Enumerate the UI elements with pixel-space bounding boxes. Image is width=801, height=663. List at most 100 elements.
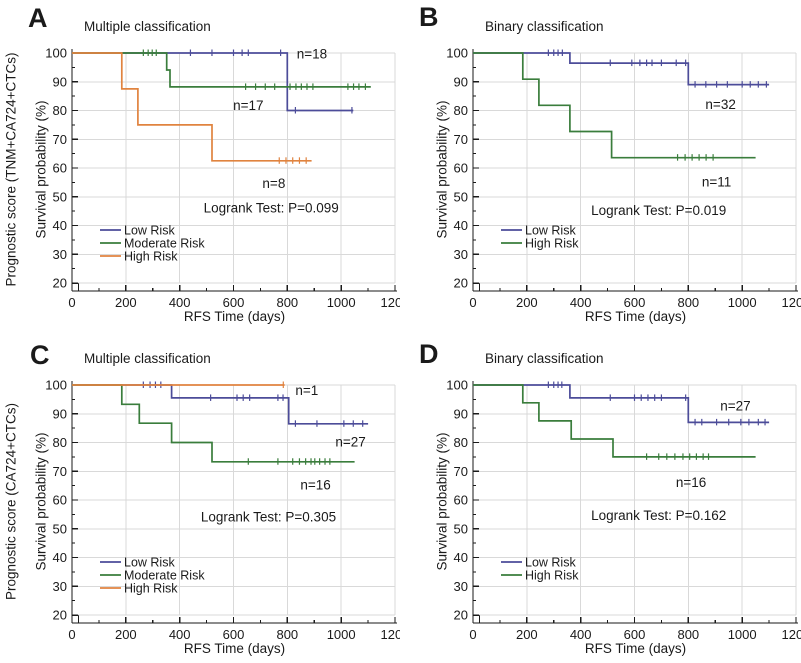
y-tick-label: 30	[454, 247, 468, 262]
km-series-low-risk	[72, 381, 369, 427]
n-count-label: n=11	[702, 174, 731, 189]
panel-letter: B	[419, 2, 439, 32]
tick-labels: 0 200 400 600 800 1000 1200 20 30 40 50 60 70 80 90 100	[446, 46, 801, 311]
panel-title: Multiple classification	[84, 351, 211, 366]
tick-labels: 0 200 400 600 800 1000 1200 20 30 40 50 60 70 80 90 100	[45, 46, 400, 311]
y-tick-label: 60	[454, 493, 468, 508]
n-count-label: n=32	[705, 97, 735, 112]
x-tick-label: 600	[223, 295, 245, 310]
legend-label: High Risk	[525, 569, 579, 583]
x-tick-label: 200	[516, 627, 538, 642]
n-count-label: n=8	[262, 176, 285, 191]
axes	[472, 381, 798, 624]
n-count-label: n=16	[676, 475, 706, 490]
survival-curve-low-risk	[72, 52, 354, 112]
y-tick-label: 30	[53, 579, 67, 594]
y-tick-label: 80	[454, 435, 468, 450]
axes	[71, 381, 397, 624]
y-tick-label: 60	[53, 493, 67, 508]
y-tick-label: 60	[454, 161, 468, 176]
legend-label: Low Risk	[124, 556, 175, 570]
x-tick-label: 1200	[381, 627, 400, 642]
survival-curve-moderate-risk	[72, 52, 371, 88]
y-tick-label: 50	[454, 521, 468, 536]
x-tick-label: 1200	[782, 627, 801, 642]
y-tick-label: 20	[53, 608, 67, 623]
y-tick-label: 20	[53, 276, 67, 291]
logrank-test-label: Logrank Test: P=0.305	[201, 509, 336, 524]
x-tick-label: 1000	[728, 295, 757, 310]
x-tick-label: 1000	[327, 627, 356, 642]
logrank-test-label: Logrank Test: P=0.162	[591, 508, 726, 523]
y-tick-label: 100	[45, 378, 67, 393]
gridlines	[473, 384, 797, 616]
x-tick-label: 1200	[381, 295, 400, 310]
axes	[472, 49, 798, 292]
x-tick-label: 400	[570, 627, 592, 642]
y-tick-label: 20	[454, 276, 468, 291]
x-tick-label: 400	[570, 295, 592, 310]
x-tick-label: 0	[68, 295, 75, 310]
y-tick-label: 80	[454, 103, 468, 118]
km-series-high-risk	[72, 52, 312, 164]
km-series-low-risk	[473, 381, 770, 426]
x-tick-label: 0	[68, 627, 75, 642]
tick-labels: 0 200 400 600 800 1000 1200 20 30 40 50 60 70 80 90 100	[446, 378, 801, 643]
y-tick-label: 90	[53, 74, 67, 89]
legend-label: Low Risk	[525, 224, 576, 238]
y-tick-label: 60	[53, 161, 67, 176]
legend-label: Moderate Risk	[124, 569, 205, 583]
survival-curve-high-risk	[473, 384, 756, 458]
panel-c: C Multiple classification Prognostic sco…	[0, 332, 401, 663]
km-plot-d: 0 200 400 600 800 1000 1200 20 30 40 50 60 70 80 90 100…	[446, 378, 801, 643]
km-series-low-risk	[72, 49, 354, 114]
y-tick-label: 40	[454, 218, 468, 233]
y-tick-label: 70	[454, 132, 468, 147]
panel-d: D Binary classification Survival probabi…	[401, 332, 801, 663]
x-tick-label: 800	[276, 627, 298, 642]
x-tick-label: 600	[624, 627, 646, 642]
x-axis-label: RFS Time (days)	[584, 641, 687, 656]
y-tick-label: 40	[53, 550, 67, 565]
y-tick-label: 50	[53, 189, 67, 204]
y-tick-label: 30	[454, 579, 468, 594]
y-tick-label: 80	[53, 435, 67, 450]
x-tick-label: 1000	[728, 627, 757, 642]
n-count-label: n=1	[295, 383, 318, 398]
y-tick-label: 40	[53, 218, 67, 233]
legend-label: Low Risk	[525, 556, 576, 570]
x-tick-label: 1200	[782, 295, 801, 310]
km-plot-c: 0 200 400 600 800 1000 1200 20 30 40 50 60 70 80 90 100…	[45, 378, 400, 643]
legend-label: High Risk	[124, 250, 178, 264]
km-series-moderate-risk	[72, 49, 371, 90]
n-count-label: n=17	[233, 98, 263, 113]
gridlines	[72, 384, 396, 616]
km-plot-b: 0 200 400 600 800 1000 1200 20 30 40 50 60 70 80 90 100…	[446, 46, 801, 311]
km-series-high-risk	[72, 381, 285, 388]
y-tick-label: 100	[446, 46, 468, 61]
x-tick-label: 400	[169, 627, 191, 642]
panel-letter: D	[419, 339, 439, 369]
x-tick-label: 800	[677, 627, 699, 642]
n-count-label: n=16	[300, 478, 330, 493]
y-tick-label: 100	[446, 378, 468, 393]
x-tick-label: 0	[469, 627, 476, 642]
panel-letter: C	[30, 340, 50, 370]
x-tick-label: 0	[469, 295, 476, 310]
x-tick-label: 200	[115, 295, 137, 310]
y-tick-label: 80	[53, 103, 67, 118]
axes	[71, 49, 397, 292]
tick-labels: 0 200 400 600 800 1000 1200 20 30 40 50 60 70 80 90 100	[45, 378, 400, 643]
n-count-label: n=18	[297, 46, 327, 61]
legend-label: Moderate Risk	[124, 237, 205, 251]
panel-a: A Multiple classification Prognostic sco…	[0, 0, 401, 331]
y-tick-label: 100	[45, 46, 67, 61]
x-axis-label: RFS Time (days)	[183, 309, 286, 324]
x-tick-label: 800	[276, 295, 298, 310]
logrank-test-label: Logrank Test: P=0.099	[204, 200, 339, 215]
x-tick-label: 200	[115, 627, 137, 642]
